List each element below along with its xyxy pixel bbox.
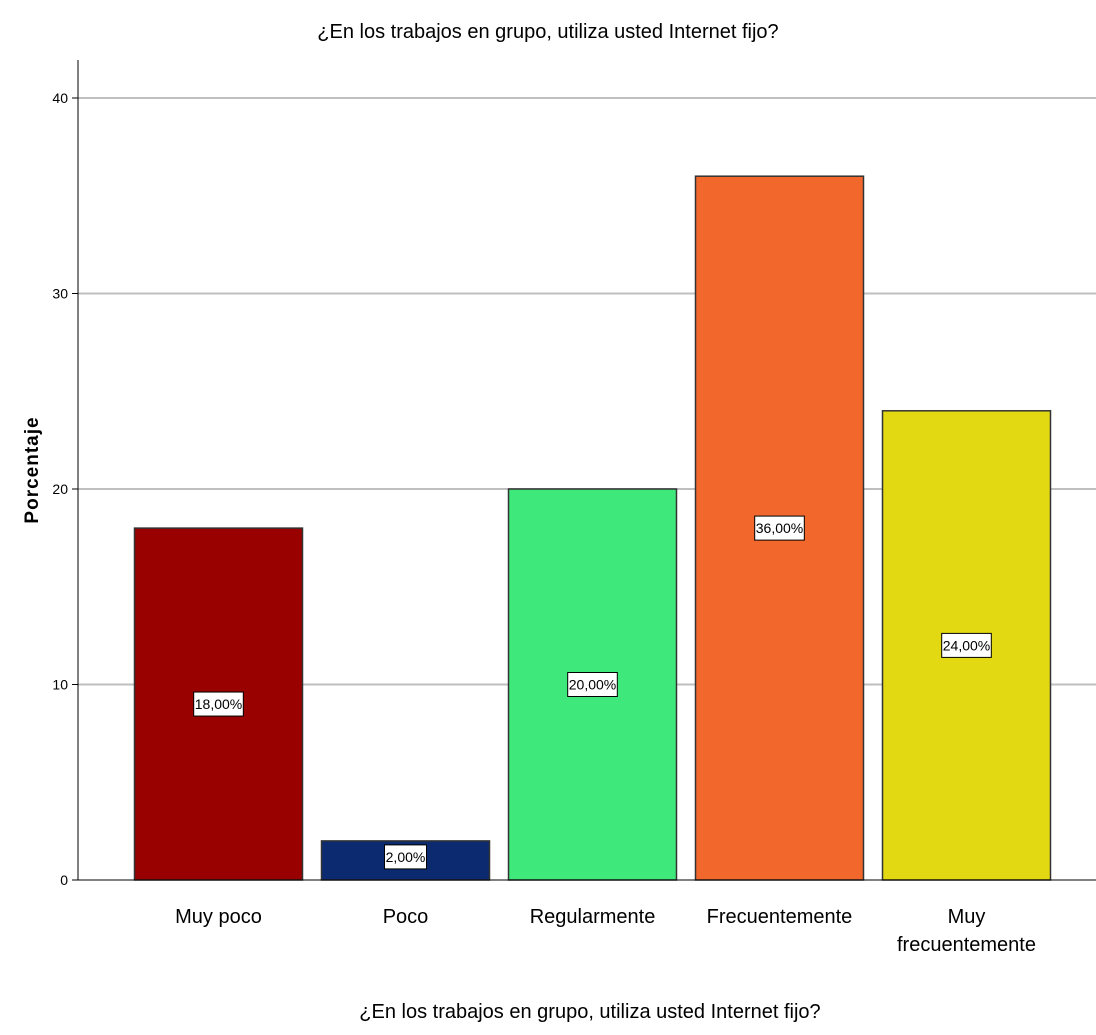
data-label-box xyxy=(384,844,427,870)
data-labels: 18,00% 2,00% 20,00% 36,00% 24,00% xyxy=(193,515,992,870)
y-tick-label: 10 xyxy=(52,677,68,693)
data-label: 18,00% xyxy=(195,696,242,712)
data-label: 36,00% xyxy=(756,520,803,536)
axes: 0 10 20 30 40 Muy poco Poco Regularmente Frecuen… xyxy=(52,60,1096,956)
data-label-box xyxy=(941,632,992,658)
x-tick-label: Regularmente xyxy=(530,906,656,928)
bars xyxy=(133,175,1052,881)
x-tick-label: Muy xyxy=(948,906,986,928)
x-axis-label: ¿En los trabajos en grupo, utiliza usted… xyxy=(359,1001,820,1023)
y-tick-label: 0 xyxy=(60,872,68,888)
y-tick-label: 40 xyxy=(52,90,68,106)
data-label-box xyxy=(567,672,618,697)
x-tick-label: frecuentemente xyxy=(897,934,1036,956)
data-label: 24,00% xyxy=(943,637,990,653)
x-tick-label: Frecuentemente xyxy=(707,906,853,928)
data-label: 20,00% xyxy=(569,677,616,693)
chart-title: ¿En los trabajos en grupo, utiliza usted… xyxy=(317,21,778,43)
x-tick-label: Muy poco xyxy=(175,906,262,928)
x-tick-label: Poco xyxy=(383,906,429,928)
data-label-box xyxy=(193,691,244,717)
y-tick-label: 20 xyxy=(52,481,68,497)
y-axis-label: Porcentaje xyxy=(22,416,43,523)
y-tick-label: 30 xyxy=(52,286,68,302)
data-label: 2,00% xyxy=(386,849,426,865)
data-label-box xyxy=(754,515,805,541)
